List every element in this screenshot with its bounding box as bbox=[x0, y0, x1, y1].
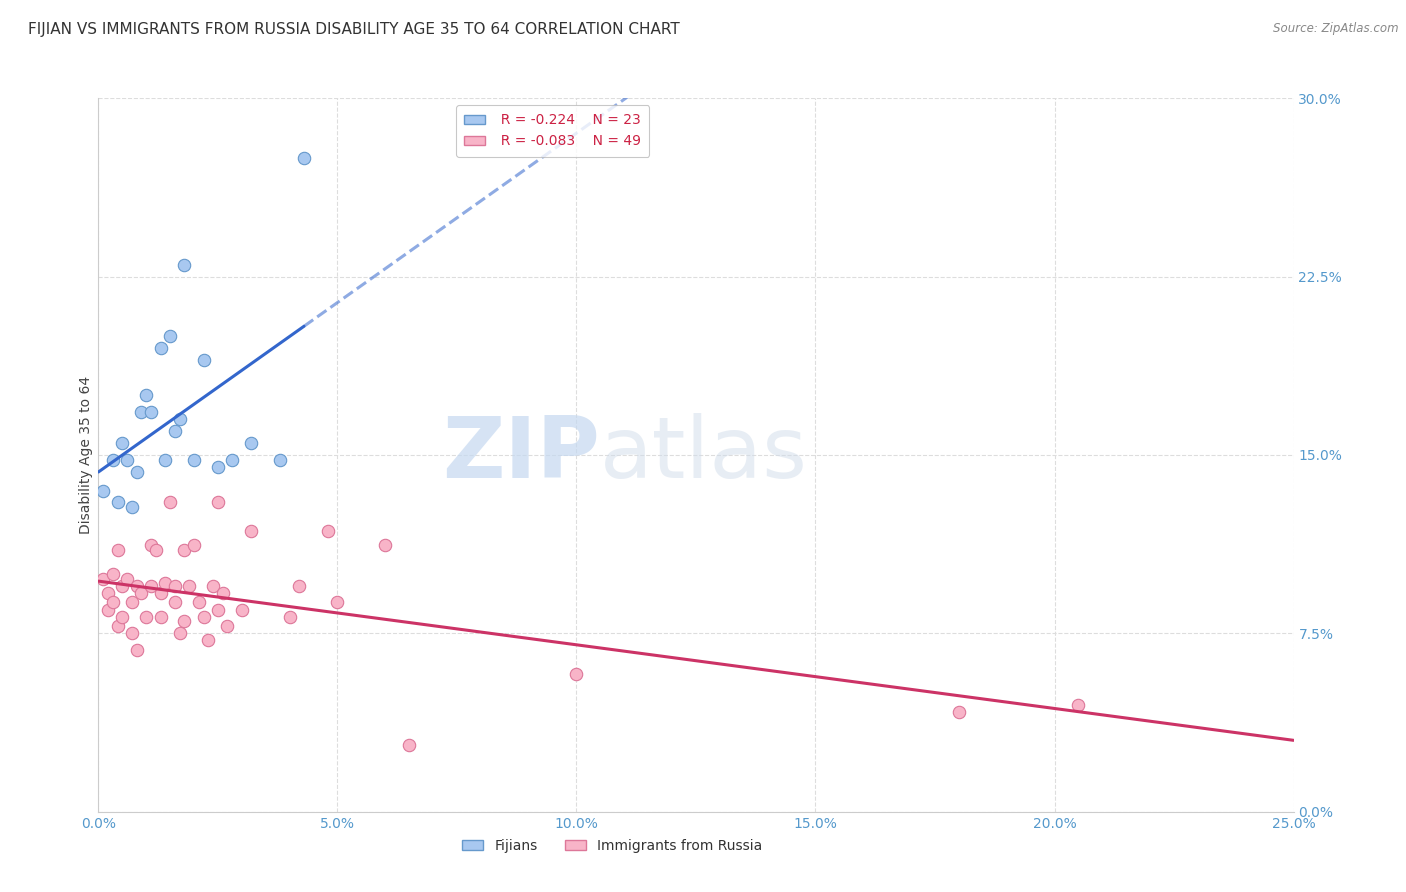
Point bbox=[149, 341, 172, 355]
Point bbox=[101, 566, 124, 581]
Point bbox=[179, 579, 201, 593]
Point bbox=[316, 524, 339, 538]
Point bbox=[139, 405, 162, 419]
Point bbox=[183, 538, 205, 552]
Point bbox=[948, 705, 970, 719]
Point bbox=[193, 609, 215, 624]
Point bbox=[111, 579, 134, 593]
Point bbox=[565, 666, 588, 681]
Y-axis label: Disability Age 35 to 64: Disability Age 35 to 64 bbox=[79, 376, 93, 534]
Point bbox=[97, 602, 120, 616]
Point bbox=[115, 452, 138, 467]
Point bbox=[155, 576, 177, 591]
Point bbox=[207, 495, 229, 509]
Point bbox=[131, 586, 153, 600]
Text: ZIP: ZIP bbox=[443, 413, 600, 497]
Point bbox=[101, 452, 124, 467]
Point bbox=[217, 619, 239, 633]
Point bbox=[149, 609, 172, 624]
Point bbox=[240, 524, 263, 538]
Point bbox=[155, 452, 177, 467]
Point bbox=[145, 543, 167, 558]
Point bbox=[125, 579, 148, 593]
Point bbox=[207, 459, 229, 474]
Legend: Fijians, Immigrants from Russia: Fijians, Immigrants from Russia bbox=[457, 833, 768, 858]
Point bbox=[292, 151, 315, 165]
Text: atlas: atlas bbox=[600, 413, 808, 497]
Point bbox=[125, 465, 148, 479]
Point bbox=[398, 738, 420, 752]
Point bbox=[135, 609, 157, 624]
Point bbox=[197, 633, 219, 648]
Point bbox=[173, 543, 195, 558]
Point bbox=[187, 595, 209, 609]
Point bbox=[111, 436, 134, 450]
Point bbox=[211, 586, 233, 600]
Point bbox=[231, 602, 253, 616]
Point bbox=[169, 412, 191, 426]
Point bbox=[159, 329, 181, 343]
Point bbox=[163, 579, 186, 593]
Point bbox=[173, 258, 195, 272]
Point bbox=[221, 452, 243, 467]
Point bbox=[121, 595, 143, 609]
Point bbox=[183, 452, 205, 467]
Point bbox=[374, 538, 396, 552]
Point bbox=[135, 388, 157, 402]
Point bbox=[91, 483, 114, 498]
Point bbox=[240, 436, 263, 450]
Point bbox=[159, 495, 181, 509]
Point bbox=[278, 609, 301, 624]
Point bbox=[207, 602, 229, 616]
Point bbox=[107, 543, 129, 558]
Point bbox=[107, 619, 129, 633]
Point bbox=[269, 452, 291, 467]
Point bbox=[163, 595, 186, 609]
Point bbox=[149, 586, 172, 600]
Point bbox=[121, 626, 143, 640]
Point bbox=[139, 538, 162, 552]
Point bbox=[125, 643, 148, 657]
Point bbox=[101, 595, 124, 609]
Point bbox=[1067, 698, 1090, 712]
Point bbox=[97, 586, 120, 600]
Point bbox=[288, 579, 311, 593]
Point bbox=[169, 626, 191, 640]
Point bbox=[91, 572, 114, 586]
Point bbox=[326, 595, 349, 609]
Point bbox=[107, 495, 129, 509]
Point bbox=[139, 579, 162, 593]
Point bbox=[163, 424, 186, 438]
Text: Source: ZipAtlas.com: Source: ZipAtlas.com bbox=[1274, 22, 1399, 36]
Point bbox=[202, 579, 225, 593]
Point bbox=[193, 352, 215, 367]
Point bbox=[173, 615, 195, 629]
Point bbox=[121, 500, 143, 515]
Point bbox=[115, 572, 138, 586]
Point bbox=[111, 609, 134, 624]
Text: FIJIAN VS IMMIGRANTS FROM RUSSIA DISABILITY AGE 35 TO 64 CORRELATION CHART: FIJIAN VS IMMIGRANTS FROM RUSSIA DISABIL… bbox=[28, 22, 681, 37]
Point bbox=[131, 405, 153, 419]
